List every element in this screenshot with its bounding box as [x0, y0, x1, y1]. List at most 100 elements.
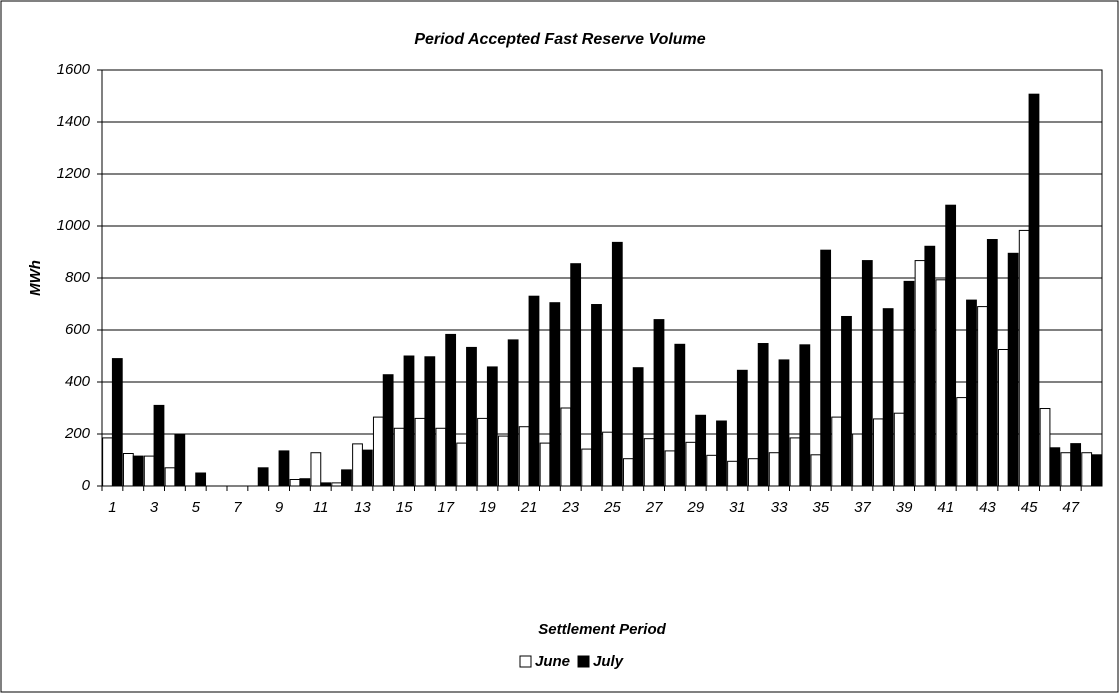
bar: [102, 437, 113, 487]
x-tick-label: 19: [479, 499, 496, 516]
bar: [341, 469, 352, 487]
bar: [528, 295, 540, 487]
bar: [331, 482, 343, 487]
bar: [736, 369, 748, 487]
bar: [778, 359, 790, 487]
legend-swatch: [577, 655, 590, 668]
bar: [122, 453, 134, 487]
bar: [1070, 443, 1082, 487]
bar: [882, 308, 894, 487]
x-axis-label: Settlement Period: [538, 621, 666, 638]
bar: [320, 482, 332, 487]
bar: [1028, 93, 1040, 487]
bar: [706, 454, 718, 487]
bar: [956, 397, 968, 487]
y-tick-label: 0: [82, 477, 91, 494]
bar: [289, 479, 301, 487]
bar: [466, 346, 477, 487]
x-tick-label: 39: [896, 499, 913, 516]
x-tick-label: 7: [233, 499, 242, 516]
bar: [1039, 408, 1051, 487]
bar: [372, 416, 384, 487]
bar: [945, 204, 957, 487]
bar: [903, 280, 915, 487]
bar: [622, 458, 634, 487]
x-tick-label: 1: [108, 499, 116, 516]
bar: [820, 249, 832, 487]
x-tick-label: 25: [603, 499, 621, 516]
bar: [747, 458, 759, 487]
x-tick-label: 33: [771, 499, 788, 516]
chart-title: Period Accepted Fast Reserve Volume: [414, 31, 705, 48]
bar: [518, 426, 530, 487]
bar: [799, 344, 811, 487]
x-tick-label: 23: [561, 499, 579, 516]
bar: [841, 315, 852, 487]
legend-label: June: [535, 653, 570, 670]
y-tick-label: 1400: [57, 113, 91, 130]
bar: [581, 448, 593, 487]
bar: [174, 433, 186, 487]
bar: [445, 333, 457, 487]
bar: [685, 441, 697, 487]
bar: [1018, 229, 1030, 487]
bar: [643, 438, 655, 487]
bar: [507, 339, 519, 487]
bar: [435, 427, 447, 487]
bar: [299, 478, 311, 487]
y-tick-label: 400: [65, 373, 91, 390]
bar: [361, 449, 373, 487]
bar: [278, 450, 290, 487]
bar: [997, 349, 1009, 487]
bar: [486, 366, 498, 487]
bar: [966, 299, 977, 487]
bar: [914, 260, 926, 487]
bar: [872, 418, 884, 487]
x-tick-label: 3: [150, 499, 159, 516]
y-tick-label: 200: [64, 425, 91, 442]
bar: [403, 355, 415, 487]
bar: [935, 279, 947, 487]
bar: [852, 433, 863, 487]
bar: [111, 358, 123, 487]
y-tick-label: 1000: [57, 217, 91, 234]
bar: [1007, 252, 1019, 487]
bar: [695, 414, 707, 487]
legend-label: July: [593, 653, 624, 670]
bar: [310, 452, 322, 487]
bar: [414, 417, 426, 487]
x-tick-label: 9: [275, 499, 284, 516]
x-tick-label: 47: [1062, 499, 1079, 516]
bar: [549, 302, 561, 487]
x-tick-label: 31: [729, 499, 746, 516]
bar: [1091, 454, 1102, 487]
y-tick-label: 800: [65, 269, 91, 286]
x-tick-label: 29: [686, 499, 704, 516]
bar: [539, 442, 551, 487]
x-tick-label: 21: [520, 499, 538, 516]
bar: [861, 260, 873, 487]
bar: [195, 472, 207, 487]
y-tick-label: 1200: [57, 165, 91, 182]
bar: [716, 420, 727, 487]
y-tick-label: 1600: [57, 61, 91, 78]
bar: [924, 245, 936, 487]
x-tick-label: 15: [396, 499, 413, 516]
bar: [986, 239, 998, 487]
x-tick-label: 5: [192, 499, 201, 516]
y-axis-label: MWh: [27, 260, 44, 296]
bar: [757, 343, 769, 487]
bar: [164, 467, 176, 487]
bar: [132, 455, 144, 487]
bar: [1049, 447, 1061, 487]
bar: [727, 460, 738, 487]
bar: [560, 407, 572, 487]
legend-swatch: [519, 655, 532, 668]
bar: [653, 319, 665, 487]
bar: [456, 442, 468, 487]
bar: [143, 455, 155, 487]
bar: [352, 443, 363, 487]
bar: [591, 304, 602, 487]
x-tick-label: 17: [437, 499, 454, 516]
